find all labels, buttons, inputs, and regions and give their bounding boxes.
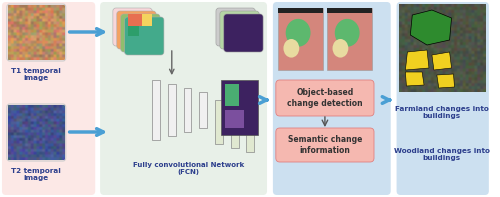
Bar xyxy=(327,8,372,70)
Text: Fully convolutional Network
(FCN): Fully convolutional Network (FCN) xyxy=(133,162,244,175)
Text: Farmland changes into
buildings: Farmland changes into buildings xyxy=(395,106,488,119)
Text: Object-based
change detection: Object-based change detection xyxy=(287,88,362,108)
Bar xyxy=(215,100,223,144)
Text: Semantic change
information: Semantic change information xyxy=(288,135,362,155)
Bar xyxy=(152,80,160,140)
FancyBboxPatch shape xyxy=(216,8,255,46)
Ellipse shape xyxy=(335,19,359,47)
FancyBboxPatch shape xyxy=(113,8,152,46)
FancyBboxPatch shape xyxy=(100,2,267,195)
Bar xyxy=(128,14,142,26)
Text: T2 temporal
image: T2 temporal image xyxy=(12,168,61,181)
Bar xyxy=(246,92,254,152)
FancyBboxPatch shape xyxy=(124,17,164,55)
Ellipse shape xyxy=(332,39,348,58)
Polygon shape xyxy=(406,50,429,70)
FancyBboxPatch shape xyxy=(276,128,374,162)
Bar xyxy=(278,8,323,13)
Bar xyxy=(225,110,244,128)
FancyBboxPatch shape xyxy=(220,11,259,49)
Ellipse shape xyxy=(284,39,299,58)
Bar xyxy=(221,80,258,135)
Bar xyxy=(184,88,192,132)
Text: T1 temporal
image: T1 temporal image xyxy=(12,68,61,81)
Bar xyxy=(142,14,152,26)
Polygon shape xyxy=(437,74,454,88)
Text: Woodland changes into
buildings: Woodland changes into buildings xyxy=(394,148,490,161)
FancyBboxPatch shape xyxy=(117,11,156,49)
Bar xyxy=(168,84,175,136)
Bar xyxy=(200,92,207,128)
Ellipse shape xyxy=(286,19,310,47)
Bar xyxy=(128,26,140,36)
Bar xyxy=(225,84,238,106)
FancyBboxPatch shape xyxy=(120,14,160,52)
FancyBboxPatch shape xyxy=(273,2,390,195)
Polygon shape xyxy=(406,72,424,86)
FancyBboxPatch shape xyxy=(2,2,95,195)
FancyBboxPatch shape xyxy=(396,2,489,195)
Bar xyxy=(230,96,238,148)
Polygon shape xyxy=(432,52,452,70)
FancyBboxPatch shape xyxy=(224,14,263,52)
FancyBboxPatch shape xyxy=(276,80,374,116)
Bar xyxy=(327,8,372,13)
Polygon shape xyxy=(410,10,452,45)
Bar xyxy=(278,8,323,70)
